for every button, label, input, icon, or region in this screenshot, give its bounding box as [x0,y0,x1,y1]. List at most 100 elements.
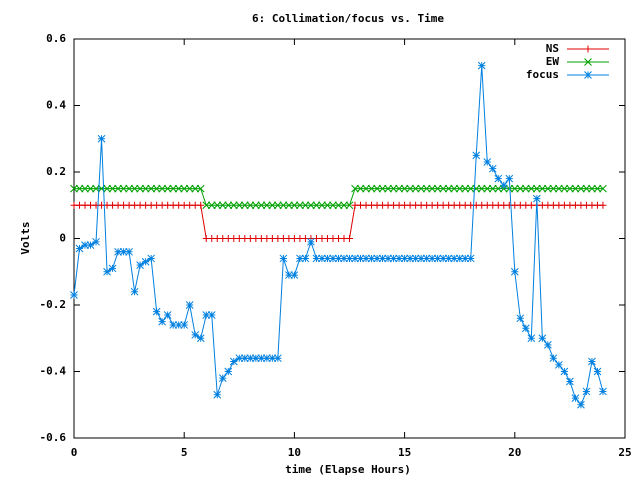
data-point [433,254,442,263]
data-point [367,254,376,263]
chart-title: 6: Collimation/focus vs. Time [252,12,444,25]
data-point [510,184,519,193]
data-point [483,184,492,193]
data-point [555,184,563,193]
data-point [81,241,89,250]
data-point [103,267,111,276]
data-point [240,354,249,363]
data-point [174,321,183,329]
x-axis-label: time (Elapse Hours) [285,463,411,476]
data-point [494,174,503,183]
data-point [521,184,530,193]
data-point [323,201,332,210]
data-point [505,184,514,193]
data-point [191,331,200,339]
legend-marker [584,71,592,79]
data-point [152,184,161,193]
data-point [235,354,244,363]
x-tick-label: 25 [618,446,631,459]
data-point [75,184,84,193]
data-point [351,184,359,193]
data-point [538,334,547,343]
data-point [246,201,255,210]
y-tick-label: 0.2 [46,165,66,178]
data-point [163,311,172,319]
data-point [340,254,348,263]
data-point [257,201,266,210]
legend-marker [584,45,592,53]
data-point [240,201,249,210]
data-point [235,201,244,210]
data-point [197,201,205,209]
data-point [334,254,343,263]
data-point [477,61,486,70]
data-point [444,254,453,263]
data-point [136,184,144,193]
data-point [323,254,332,263]
data-point [340,201,348,210]
data-point [577,184,585,193]
data-point [103,184,111,193]
data-point [356,184,365,193]
data-point [97,134,106,143]
data-point [345,201,354,210]
data-point [279,201,288,210]
data-point [389,254,398,263]
data-point [213,201,222,210]
data-point [566,184,574,193]
data-point [593,184,602,193]
data-point [312,254,321,263]
data-point [455,184,464,193]
data-point [384,184,392,193]
data-point [312,201,321,210]
data-point [174,184,183,193]
data-point [455,254,464,263]
data-point [158,317,167,326]
data-point [461,184,470,193]
data-point [544,184,552,193]
data-point [318,201,326,210]
y-tick-label: -0.2 [40,298,67,311]
data-point [433,184,442,193]
data-point [70,291,78,299]
data-point [351,254,359,263]
data-point [207,201,216,210]
data-point [566,377,574,386]
data-point [125,184,133,193]
data-point [185,184,194,193]
data-point [582,387,591,396]
data-point [538,184,547,193]
data-point [549,184,558,193]
data-point [450,184,459,193]
data-point [147,184,155,193]
data-point [279,254,288,263]
data-point [202,201,211,210]
data-point [521,324,530,333]
data-point [362,184,370,193]
data-point [488,164,497,173]
x-tick-label: 0 [71,446,78,459]
data-point [285,271,293,279]
data-point [301,254,310,263]
data-point [246,354,255,363]
data-point [582,184,591,193]
data-point [466,254,475,263]
data-point [125,247,133,256]
data-point [141,184,150,193]
data-point [92,237,100,246]
data-point [251,354,260,363]
data-point [196,184,205,193]
data-point [516,314,525,323]
data-point [108,184,117,193]
data-point [444,184,453,193]
data-point [218,201,227,210]
data-point [400,254,409,263]
data-point [213,390,222,399]
data-point [411,254,420,263]
data-point [196,334,205,343]
data-point [510,267,519,276]
data-point [373,184,381,193]
data-point [108,264,117,273]
